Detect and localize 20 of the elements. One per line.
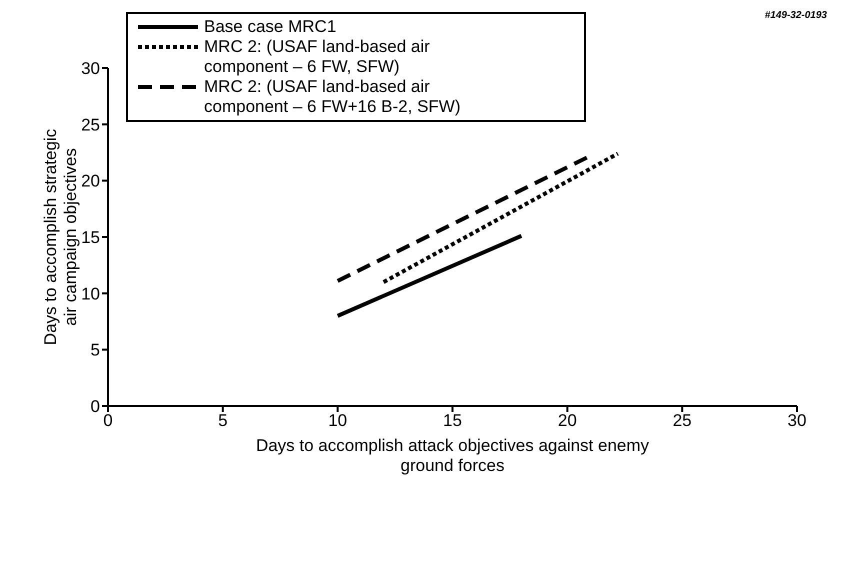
y-tick-label: 5	[90, 340, 100, 360]
y-tick-label: 15	[81, 228, 100, 248]
x-tick-label: 25	[672, 411, 692, 430]
y-tick-label: 10	[81, 284, 100, 304]
x-axis-title: Days to accomplish attack objectives against enemy ground forces	[256, 436, 650, 475]
legend-label: MRC 2: (USAF land-based air component – 6 FW, SFW)	[204, 37, 431, 77]
y-tick-label: 30	[81, 59, 100, 78]
x-tick-label: 0	[103, 411, 113, 430]
y-axis-title: Days to accomplish strategic air campaign objectives	[41, 128, 80, 346]
legend-label: Base case MRC1	[204, 17, 338, 37]
x-tick-label: 5	[218, 411, 228, 430]
text: #149-32-0193	[764, 10, 827, 21]
x-tick-label: 10	[328, 411, 348, 430]
x-tick-label: 15	[443, 411, 462, 430]
x-tick-label: 20	[558, 411, 577, 430]
y-tick-label: 20	[81, 172, 100, 191]
x-tick-label: 30	[788, 411, 806, 430]
y-tick-label: 25	[81, 115, 100, 134]
legend-label: MRC 2: (USAF land-based air component – 6 FW+16 B-2, SFW)	[204, 77, 462, 117]
y-tick-label: 0	[90, 397, 100, 416]
